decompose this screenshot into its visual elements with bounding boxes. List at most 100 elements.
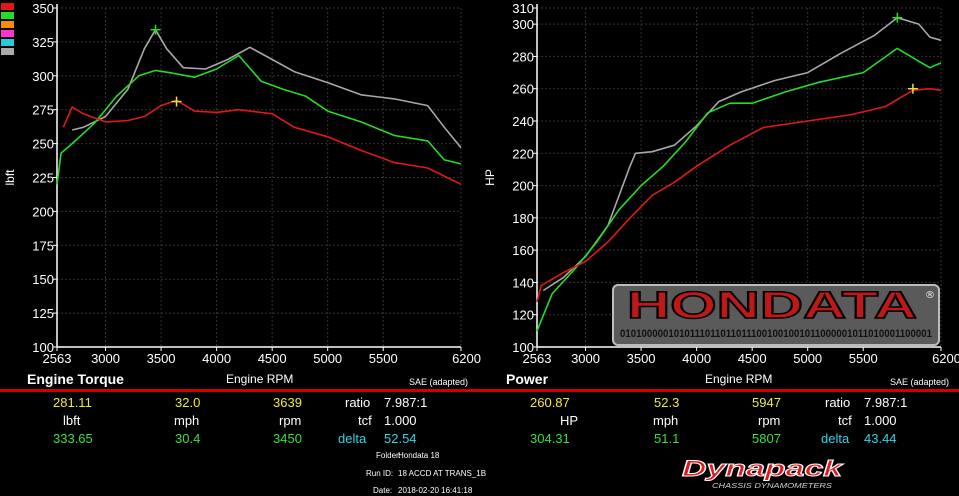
torque-y-tick-label: 350 <box>32 1 54 16</box>
folder-label: Folder: <box>376 451 401 460</box>
torque-x-tick-label: 3000 <box>91 351 120 366</box>
power-x-tick-label: 3500 <box>627 351 656 366</box>
torque-tcf-label: tcf <box>358 413 372 428</box>
power-series-red <box>536 87 942 302</box>
torque-y-axis-label: lbft <box>3 169 17 186</box>
svg-text:®: ® <box>925 290 935 301</box>
power-x-tick-label: 4000 <box>682 351 711 366</box>
torque-unit-mph: mph <box>174 413 200 428</box>
power-ratio-value: 7.987:1 <box>864 395 908 410</box>
torque-x-tick-label: 4000 <box>202 351 231 366</box>
torque-y-tick-label: 100 <box>32 340 54 355</box>
torque-delta-value: 52.54 <box>384 431 417 446</box>
torque-x-tick-label: 2563 <box>43 351 72 366</box>
torque-y-tick-label: 300 <box>32 69 54 84</box>
legend-swatch <box>1 39 14 46</box>
power-x-tick-label: 2563 <box>523 351 552 366</box>
torque-panel-title: Engine Torque <box>27 371 124 387</box>
legend-swatch <box>1 3 14 10</box>
torque-peak-rpm: 3450 <box>273 431 302 446</box>
date-label: Date: <box>373 486 393 495</box>
torque-y-tick-label: 150 <box>32 272 54 287</box>
folder-value: Hondata 18 <box>398 451 440 460</box>
power-y-tick-label: 260 <box>512 82 534 97</box>
power-unit-hp: HP <box>560 413 579 428</box>
power-cursor-mph: 52.3 <box>654 395 680 410</box>
torque-x-tick-label: 6200 <box>452 351 481 366</box>
run-id-value: 18 ACCD AT TRANS_1B <box>398 469 487 478</box>
power-x-tick-label: 5500 <box>849 351 878 366</box>
svg-text:CHASSIS DYNAMOMETERS: CHASSIS DYNAMOMETERS <box>712 483 832 490</box>
torque-y-tick-label: 200 <box>32 204 54 219</box>
power-y-tick-label: 310 <box>512 1 534 16</box>
torque-plot: 100 125 150 175 200 225 250 275 300 325 350 2563 300… <box>3 1 481 366</box>
torque-unit-rpm: rpm <box>279 413 302 428</box>
power-x-axis-label: Engine RPM <box>705 372 773 386</box>
torque-cursor-mph: 32.0 <box>175 395 201 410</box>
power-y-tick-label: 160 <box>512 243 534 258</box>
power-y-axis-label: HP <box>483 169 497 186</box>
legend-swatch <box>1 48 14 55</box>
power-peak-rpm: 5807 <box>752 431 781 446</box>
run-id-label: Run ID: <box>366 469 394 478</box>
power-unit-rpm: rpm <box>758 413 781 428</box>
torque-ratio-value: 7.987:1 <box>384 395 428 410</box>
svg-text:010100000101011101101101110010: 0101000001010111011011011100100100101100… <box>620 328 932 340</box>
divider-line <box>0 389 959 392</box>
torque-series-red <box>62 99 462 186</box>
power-panel-title: Power <box>506 371 549 387</box>
torque-ratio-label: ratio <box>345 395 371 410</box>
dynapack-logo: Dynapack CHASSIS DYNAMOMETERS <box>682 456 846 490</box>
torque-cursor-value: 281.11 <box>53 395 92 410</box>
power-peak-mph: 51.1 <box>654 431 680 446</box>
power-delta-value: 43.44 <box>864 431 897 446</box>
torque-y-tick-label: 125 <box>32 306 54 321</box>
dyno-charts: 100 125 150 175 200 225 250 275 300 325 350 2563 300… <box>1 1 959 366</box>
power-y-tick-label: 280 <box>512 49 534 64</box>
power-y-tick-label: 100 <box>512 340 534 355</box>
hondata-logo: HONDATA ® 010100000101011101101101110010… <box>612 284 940 346</box>
torque-peak-mph: 30.4 <box>175 431 201 446</box>
legend-swatch <box>1 12 14 19</box>
power-tcf-value: 1.000 <box>864 413 897 428</box>
torque-x-axis-label: Engine RPM <box>226 372 294 386</box>
torque-series-green <box>56 54 462 185</box>
power-tcf-label: tcf <box>838 413 852 428</box>
torque-series-gray <box>72 28 462 149</box>
power-y-tick-label: 300 <box>512 17 534 32</box>
power-y-tick-label: 180 <box>512 211 534 226</box>
torque-delta-label: delta <box>338 431 367 446</box>
torque-x-tick-label: 5500 <box>369 351 398 366</box>
torque-x-tick-label: 5000 <box>313 351 342 366</box>
legend-swatch <box>1 30 14 37</box>
power-unit-mph: mph <box>653 413 679 428</box>
power-peak-value: 304.31 <box>530 431 570 446</box>
torque-y-tick-label: 225 <box>32 171 54 186</box>
power-y-tick-label: 140 <box>512 275 534 290</box>
torque-y-tick-label: 175 <box>32 238 54 253</box>
torque-tcf-value: 1.000 <box>384 413 417 428</box>
torque-sae-note: SAE (adapted) <box>409 377 469 387</box>
torque-y-tick-label: 250 <box>32 137 54 152</box>
torque-peak-value: 333.65 <box>53 431 93 446</box>
power-cursor-value: 260.87 <box>530 395 570 410</box>
torque-cursor-rpm: 3639 <box>273 395 302 410</box>
torque-x-tick-label: 3500 <box>147 351 176 366</box>
torque-y-tick-label: 325 <box>32 35 54 50</box>
power-series-green <box>536 47 942 332</box>
power-x-tick-label: 3000 <box>571 351 600 366</box>
power-y-tick-label: 120 <box>512 308 534 323</box>
power-ratio-label: ratio <box>825 395 851 410</box>
svg-text:HONDATA: HONDATA <box>627 285 917 327</box>
power-delta-label: delta <box>821 431 850 446</box>
power-sae-note: SAE (adapted) <box>890 377 950 387</box>
power-cursor-rpm: 5947 <box>752 395 781 410</box>
torque-unit-lbft: lbft <box>63 413 81 428</box>
svg-text:Dynapack: Dynapack <box>682 456 845 481</box>
power-x-tick-label: 4500 <box>738 351 767 366</box>
power-y-tick-label: 220 <box>512 146 534 161</box>
torque-x-tick-label: 4500 <box>258 351 287 366</box>
power-series-gray <box>542 16 942 292</box>
power-y-tick-label: 240 <box>512 114 534 129</box>
